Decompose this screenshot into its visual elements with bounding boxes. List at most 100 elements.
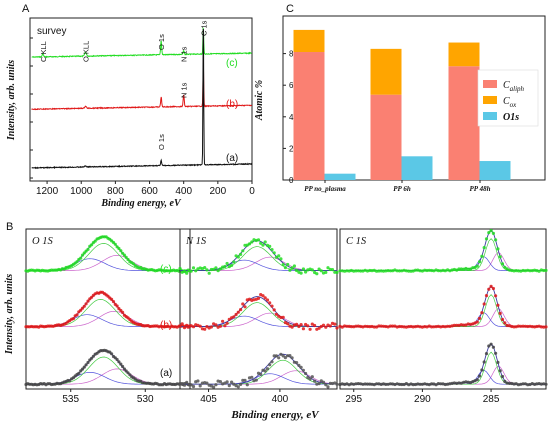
panel-b-data-point	[498, 255, 502, 259]
panel-a-x-tick-label: 600	[141, 186, 158, 197]
panel-b-data-point	[259, 372, 263, 376]
panel-b-data-point	[189, 269, 193, 273]
panel-b-data-point	[354, 382, 358, 386]
panel-b-data-point	[182, 326, 187, 330]
panel-b-data-point	[290, 356, 294, 360]
panel-a-x-tick-label: 200	[210, 186, 227, 197]
panel-b-data-point	[388, 324, 392, 328]
panel-b-data-point	[178, 382, 182, 386]
panel-b-data-point	[330, 268, 335, 272]
panel-a-series-a-line	[31, 28, 253, 170]
panel-b-data-point	[232, 382, 236, 386]
panel-b-data-point	[491, 345, 495, 349]
panel-c-x-tick-label: PP no_plasma	[304, 185, 346, 193]
panel-b-data-point	[230, 380, 234, 384]
panel-b-x-tick-label: 405	[200, 394, 217, 405]
panel-b-data-point	[270, 304, 274, 308]
panel-a-peak-label: O 1s	[157, 34, 166, 50]
panel-b-data-point	[478, 316, 482, 320]
panel-b-series-label: (b)	[160, 320, 172, 331]
panel-b-data-point	[352, 269, 356, 273]
panel-b-data-point	[268, 301, 272, 305]
panel-b-data-point	[274, 312, 278, 316]
panel-b-data-point	[489, 284, 493, 288]
panel-b-subplot-c1s: C 1S 295 290 285	[338, 228, 548, 405]
panel-c-legend-swatch	[483, 80, 497, 88]
panel-b-data-point	[457, 381, 461, 385]
panel-a-peak-labels: C KLL O KLL O 1s N 1s C 1s N 1s O 1s	[39, 20, 209, 150]
panel-b-data-point	[482, 246, 486, 250]
panel-b-data-point	[277, 254, 281, 258]
panel-b-data-point	[279, 315, 283, 320]
panel-b-data-point	[247, 242, 252, 246]
panel-b-data-point	[317, 326, 321, 330]
panel-b-fit-envelope	[340, 229, 546, 272]
panel-b-data-point	[281, 354, 285, 358]
panel-b-data-point	[544, 325, 548, 329]
panel-b-data-point	[86, 299, 90, 303]
panel-b-data-point	[227, 384, 231, 388]
panel-b-data-point	[77, 371, 81, 375]
panel-b-data-point	[115, 357, 119, 362]
panel-b-data-point	[281, 315, 285, 319]
panel-b-data-point	[500, 262, 505, 266]
panel-b-data-point	[326, 385, 330, 389]
panel-b-data-point	[245, 383, 249, 387]
panel-b-data-point	[365, 382, 370, 386]
panel-b-data-point	[391, 324, 395, 328]
panel-a: A survey 1200 1000 800 600 400 200 0 C KLL O KL…	[6, 3, 255, 209]
panel-b-data-point	[480, 368, 484, 372]
panel-b-data-point	[180, 322, 184, 326]
panel-b-data-point	[182, 383, 187, 387]
panel-b-subplot-frame	[339, 228, 547, 390]
panel-b-x-tick-label: 400	[272, 394, 289, 405]
panel-b-data-point	[295, 361, 299, 365]
panel-b-data-point	[328, 324, 332, 328]
panel-b-data-point	[299, 365, 303, 369]
panel-b-fit-component	[340, 256, 546, 271]
panel-b-data-point	[427, 268, 431, 272]
panel-b-data-point	[110, 297, 114, 301]
panel-b-data-point	[356, 269, 360, 273]
panel-b-data-point	[523, 324, 528, 328]
panel-a-letter: A	[22, 3, 30, 15]
panel-b-data-point	[487, 231, 491, 235]
panel-b-data-point	[539, 325, 544, 329]
panel-b-data-point	[354, 269, 358, 273]
panel-b-data-point	[82, 304, 86, 308]
panel-b-data-point	[335, 270, 339, 275]
panel-b-data-point	[475, 378, 479, 382]
panel-b-data-point	[84, 363, 88, 367]
panel-b-data-point	[519, 324, 523, 328]
panel-b-data-point	[126, 257, 130, 262]
panel-a-peak-label: C 1s	[199, 20, 208, 36]
panel-b-data-point	[281, 263, 285, 267]
panel-b-data-point	[243, 305, 247, 309]
panel-b-data-point	[544, 382, 548, 386]
panel-b-data-point	[521, 382, 525, 386]
panel-b-data-point	[198, 384, 202, 388]
panel-b-data-point	[317, 267, 321, 271]
panel-b-x-tick-label: 290	[414, 394, 431, 405]
panel-b-data-point	[365, 324, 370, 329]
panel-b-data-point	[489, 342, 493, 346]
panel-a-x-axis-title: Binding energy, eV	[100, 198, 182, 209]
panel-b-fit-component	[340, 294, 546, 327]
panel-b-data-point	[459, 267, 463, 271]
panel-b-data-point	[203, 266, 207, 270]
panel-a-frame	[29, 17, 253, 182]
panel-b-data-point	[194, 269, 198, 273]
panel-b-data-point	[288, 354, 292, 358]
panel-b-data-point	[496, 247, 500, 251]
panel-b-fit-envelope	[180, 296, 337, 328]
panel-b-fit-envelope	[340, 285, 546, 328]
panel-b-data-point	[119, 362, 123, 366]
panel-b-data-point	[338, 269, 342, 273]
panel-b-data-point	[544, 268, 548, 272]
panel-b-data-point	[345, 324, 349, 328]
panel-a-peak-label: C KLL	[39, 41, 48, 62]
panel-a-x-ticks: 1200 1000 800 600 400 200 0	[30, 37, 255, 197]
panel-b-data-point	[494, 351, 498, 355]
